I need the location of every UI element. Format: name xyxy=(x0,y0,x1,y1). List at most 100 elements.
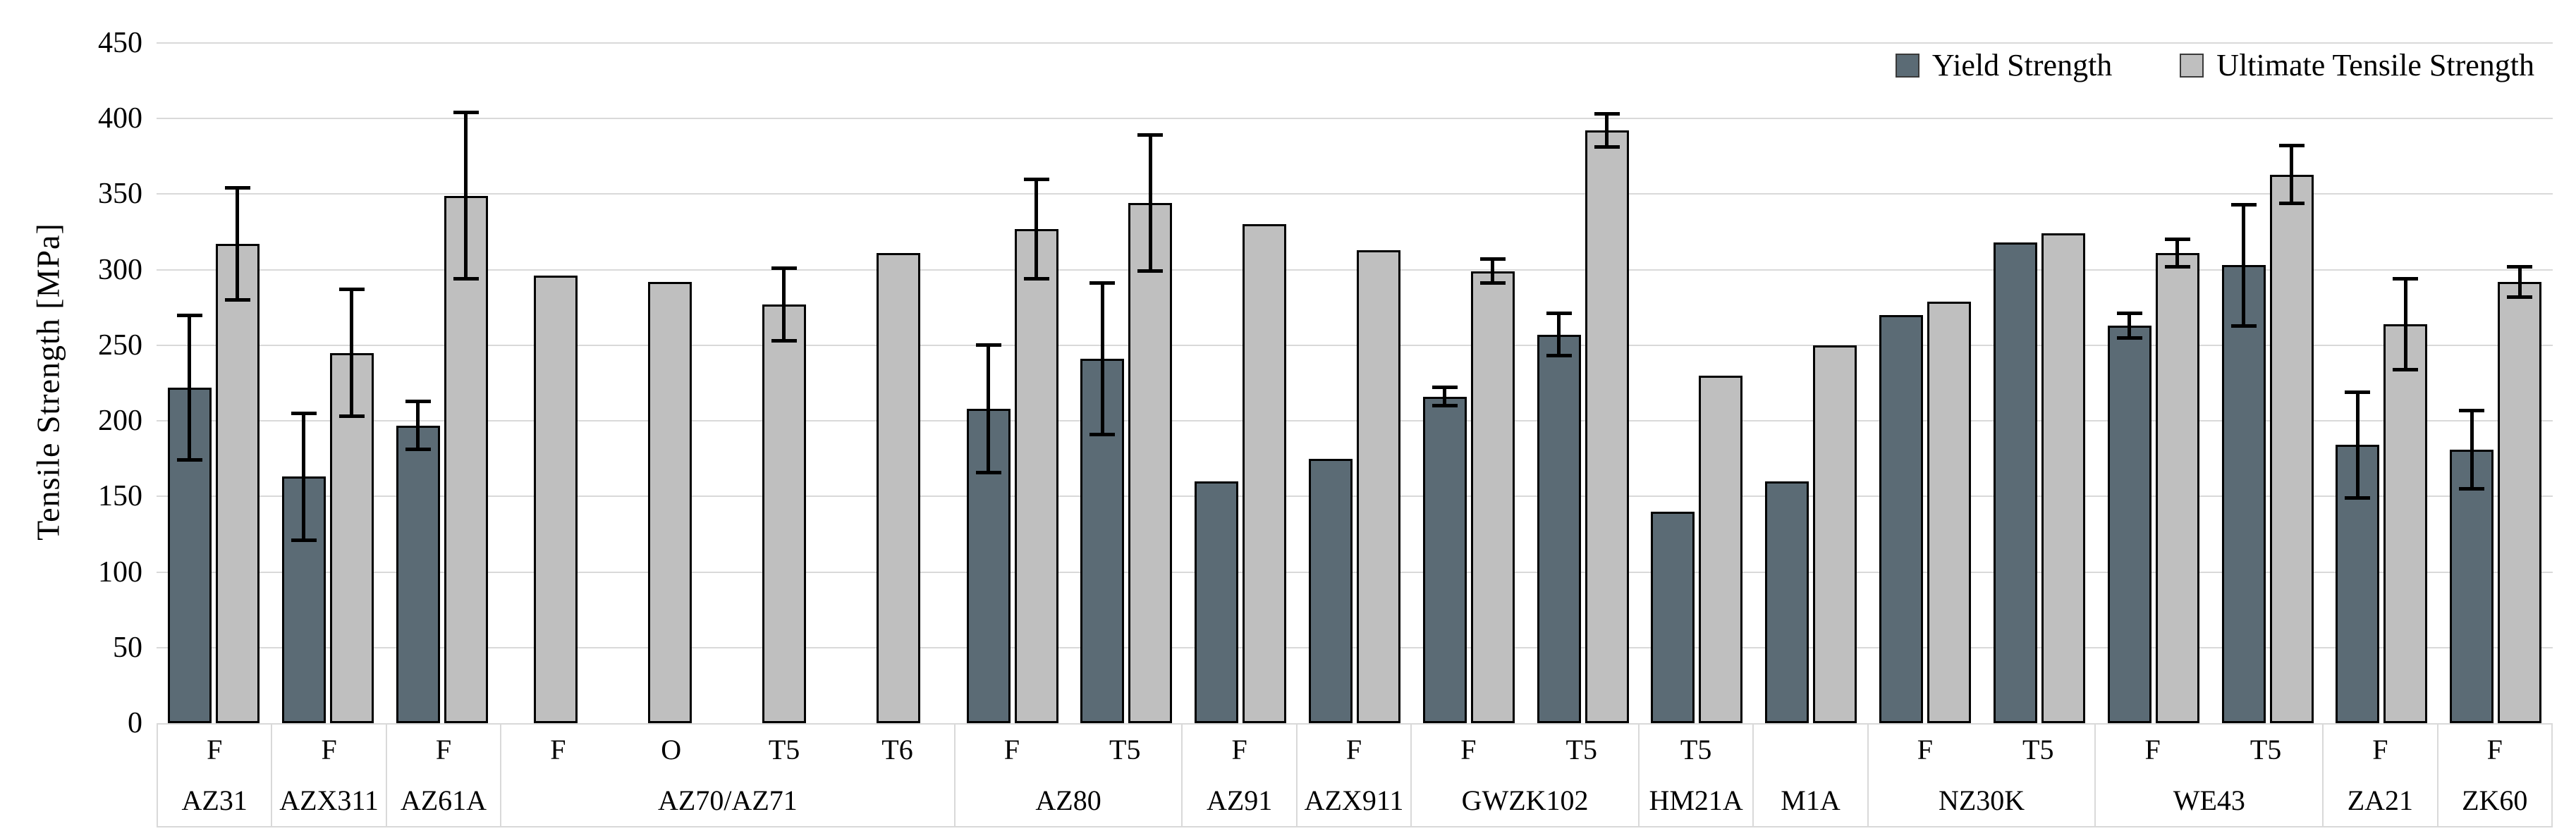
gridline xyxy=(157,269,2553,271)
gridline xyxy=(157,42,2553,44)
error-bar-cap xyxy=(2393,367,2419,371)
bar-ultimate-tensile-strength-fill xyxy=(762,304,806,723)
temper-cell xyxy=(2438,43,2553,723)
bar-ultimate-tensile-strength-fill xyxy=(2383,324,2428,723)
error-bar-cap xyxy=(2507,264,2533,269)
bar-ultimate-tensile-strength xyxy=(1813,345,1857,723)
alloy-label: AZX911 xyxy=(1304,784,1404,816)
temper-row: F xyxy=(387,725,500,775)
bar-ultimate-tensile-strength-fill xyxy=(2155,253,2199,723)
error-bar-cap xyxy=(2345,495,2371,500)
bar-yield-strength-fill xyxy=(2450,449,2494,723)
bar-ultimate-tensile-strength xyxy=(1014,177,1058,723)
error-bar-line xyxy=(302,413,306,541)
bar-yield-strength xyxy=(2221,202,2266,723)
yield-strength-swatch-icon xyxy=(1895,53,1919,78)
bar-yield-strength-fill xyxy=(396,425,440,723)
bar-ultimate-tensile-strength-fill xyxy=(1470,271,1515,723)
alloy-label: AZ31 xyxy=(181,784,248,816)
temper-label: T6 xyxy=(881,734,913,765)
bar-ultimate-tensile-strength xyxy=(1128,133,1173,723)
axis-group-az80: F T5 AZ80 xyxy=(956,725,1183,826)
error-bar-line xyxy=(350,289,354,417)
ultimate-tensile-strength-swatch-icon xyxy=(2180,53,2204,78)
bar-yield-strength xyxy=(1879,315,1924,723)
gridline xyxy=(157,118,2553,120)
alloy-label: WE43 xyxy=(2173,784,2245,816)
error-bar-line xyxy=(782,268,786,341)
y-tick-label: 350 xyxy=(98,178,142,211)
temper-cell xyxy=(1868,43,1982,723)
temper-cell xyxy=(2096,43,2211,723)
error-bar-cap xyxy=(771,266,797,271)
temper-cell xyxy=(841,43,956,723)
temper-label: F xyxy=(1917,734,1933,765)
bar-ultimate-tensile-strength-fill xyxy=(329,352,374,723)
bar-ultimate-tensile-strength xyxy=(1243,224,1287,723)
error-bar-cap xyxy=(2345,390,2371,394)
bar-groups xyxy=(157,43,2553,723)
temper-label: T5 xyxy=(2250,734,2282,765)
bar-ultimate-tensile-strength xyxy=(762,266,806,723)
error-bar-cap xyxy=(1089,281,1116,285)
bar-ultimate-tensile-strength xyxy=(1927,301,1972,723)
alloy-label: NZ30K xyxy=(1938,784,2025,816)
temper-label: F xyxy=(1231,734,1247,765)
error-bar-cap xyxy=(224,186,250,190)
bar-yield-strength xyxy=(1537,312,1581,723)
bar-ultimate-tensile-strength-fill xyxy=(2041,233,2085,723)
axis-group-az70-az71: F O T5 T6 AZ70/AZ71 xyxy=(501,725,956,826)
error-bar-cap xyxy=(2230,324,2257,328)
error-bar-cap xyxy=(224,298,250,302)
error-bar-line xyxy=(1605,113,1609,147)
bar-yield-strength-fill xyxy=(2107,326,2151,723)
temper-label: F xyxy=(2372,734,2388,765)
alloy-group-we43 xyxy=(2096,43,2325,723)
error-bar-cap xyxy=(338,288,365,292)
temper-row: T5 xyxy=(1640,725,1752,775)
alloy-label: AZ80 xyxy=(1035,784,1101,816)
temper-label: F xyxy=(2144,734,2161,765)
alloy-label: M1A xyxy=(1781,784,1841,816)
temper-cell xyxy=(1640,43,1754,723)
error-bar-cap xyxy=(2459,408,2485,412)
bar-ultimate-tensile-strength xyxy=(1699,375,1743,723)
error-bar-cap xyxy=(1137,269,1164,273)
alloy-label: AZX311 xyxy=(279,784,379,816)
error-bar-cap xyxy=(1023,277,1049,281)
alloy-group-azx311 xyxy=(271,43,385,723)
alloy-group-gwzk102 xyxy=(1412,43,1640,723)
bar-ultimate-tensile-strength-fill xyxy=(215,244,260,723)
legend-item-yield-strength: Yield Strength xyxy=(1895,47,2112,83)
axis-group-nz30k: F T5 NZ30K xyxy=(1869,725,2096,826)
error-bar-line xyxy=(1034,179,1039,279)
error-bar-line xyxy=(2290,145,2294,204)
error-bar-cap xyxy=(2164,238,2190,242)
temper-label: F xyxy=(2486,734,2503,765)
bar-ultimate-tensile-strength-fill xyxy=(534,276,578,723)
bar-ultimate-tensile-strength xyxy=(329,288,374,723)
temper-label: T5 xyxy=(1680,734,1712,765)
temper-label: T5 xyxy=(1565,734,1597,765)
error-bar-cap xyxy=(1594,145,1620,149)
y-tick-label: 250 xyxy=(98,328,142,362)
bar-ultimate-tensile-strength-fill xyxy=(1585,130,1629,723)
error-bar-cap xyxy=(2278,144,2305,148)
y-tick-label: 450 xyxy=(98,27,142,59)
bar-ultimate-tensile-strength xyxy=(2041,233,2085,723)
alloy-label: AZ61A xyxy=(400,784,487,816)
gridline xyxy=(157,193,2553,195)
error-bar-line xyxy=(2403,278,2407,370)
alloy-label: AZ70/AZ71 xyxy=(658,784,798,816)
bar-yield-strength xyxy=(281,411,326,723)
error-bar-cap xyxy=(2459,487,2485,491)
axis-group-zk60: F ZK60 xyxy=(2438,725,2553,826)
temper-row: F xyxy=(1183,725,1295,775)
bar-ultimate-tensile-strength xyxy=(215,186,260,723)
error-bar-cap xyxy=(1479,257,1506,261)
legend-label-uts: Ultimate Tensile Strength xyxy=(2216,48,2534,82)
error-bar-cap xyxy=(291,411,317,415)
temper-cell xyxy=(157,43,271,723)
bar-yield-strength xyxy=(1309,458,1353,723)
